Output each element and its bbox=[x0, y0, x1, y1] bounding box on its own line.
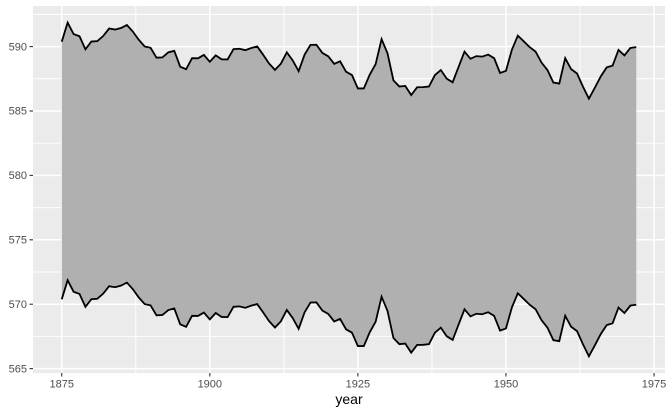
x-tick-label: 1875 bbox=[49, 379, 73, 391]
y-tick-label: 575 bbox=[9, 235, 27, 247]
x-tick-label: 1900 bbox=[198, 379, 222, 391]
ribbon-upper-line bbox=[60, 20, 637, 101]
y-tick-label: 570 bbox=[9, 299, 27, 311]
x-tick-label: 1925 bbox=[346, 379, 370, 391]
y-tick-label: 585 bbox=[9, 106, 27, 118]
axis-ticks bbox=[29, 46, 655, 377]
x-tick-label: 1975 bbox=[642, 379, 666, 391]
y-tick-label: 590 bbox=[9, 41, 27, 53]
x-tick-labels: 1875 1900 1925 1950 1975 bbox=[49, 379, 666, 391]
ribbon-area bbox=[61, 22, 637, 357]
x-axis-title: year bbox=[335, 391, 363, 407]
ribbon-lower-line bbox=[60, 277, 637, 359]
y-tick-label: 580 bbox=[9, 170, 27, 182]
y-tick-labels: 565 570 575 580 585 590 bbox=[9, 41, 27, 375]
y-tick-label: 565 bbox=[9, 363, 27, 375]
x-tick-label: 1950 bbox=[494, 379, 518, 391]
